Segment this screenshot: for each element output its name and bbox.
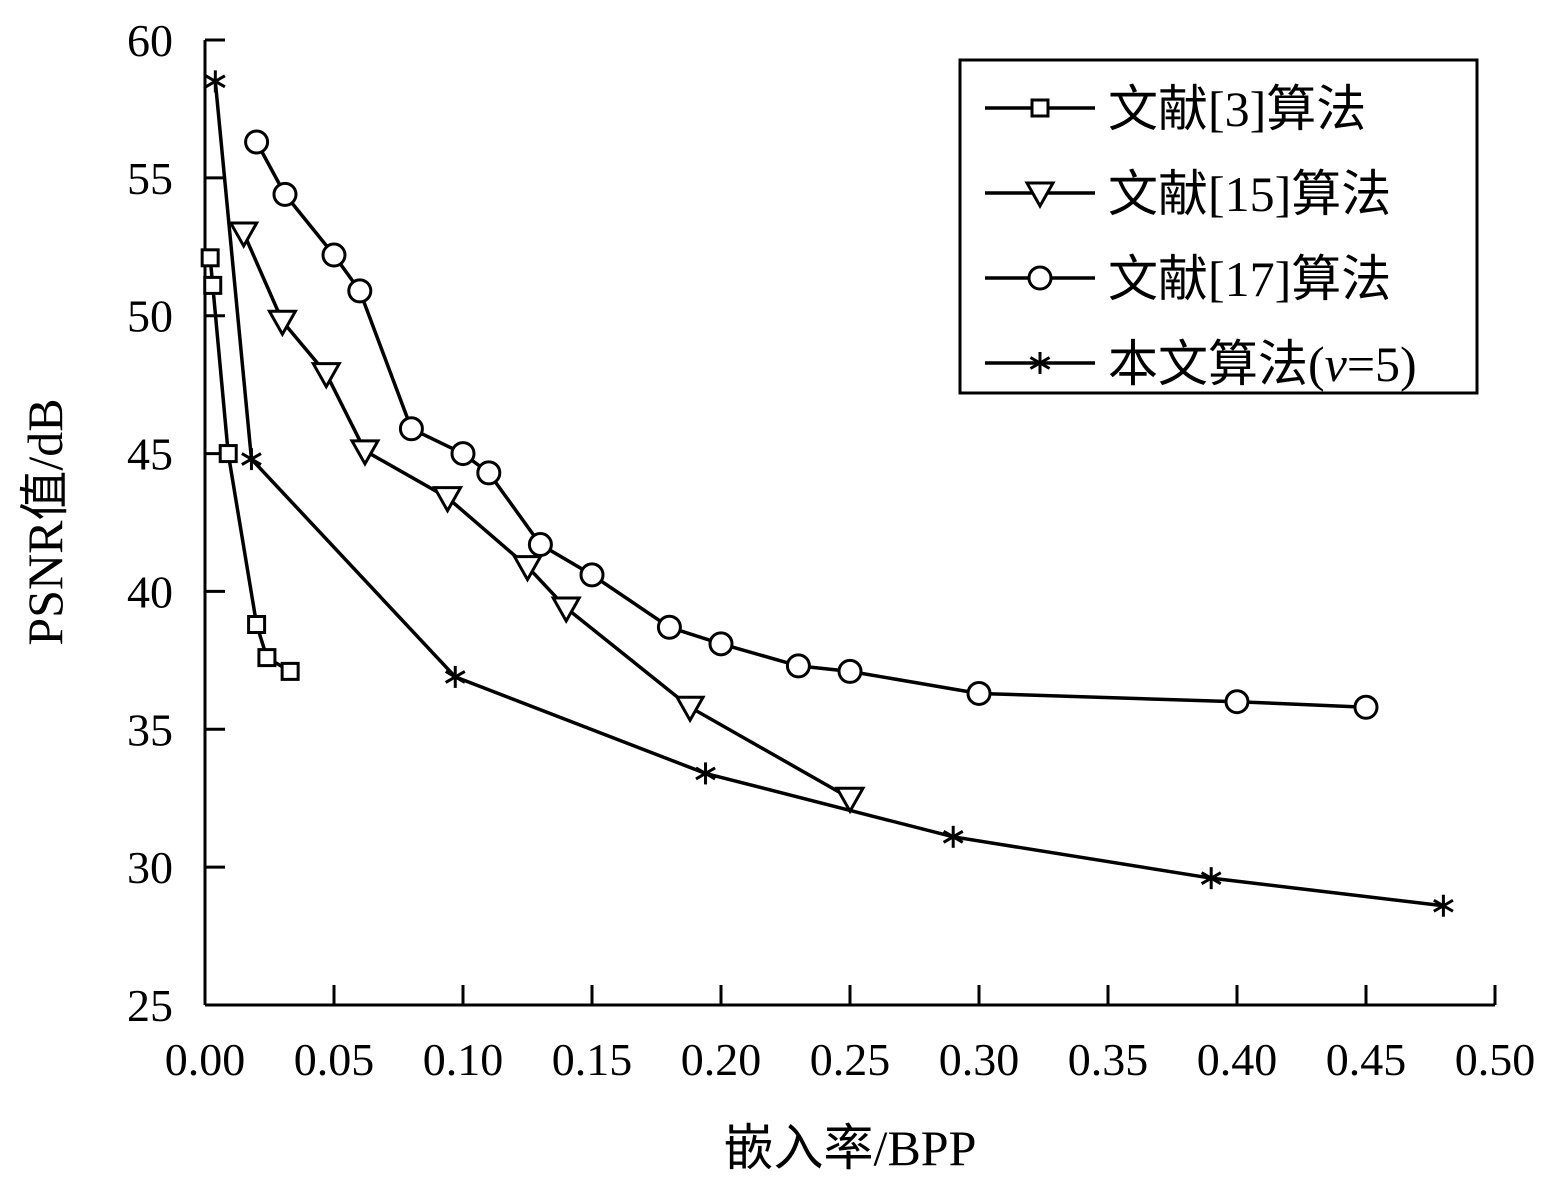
circle-marker	[321, 242, 347, 268]
legend-label: 文献[17]算法	[1108, 251, 1391, 307]
triangle-down-marker	[1024, 181, 1056, 210]
series-0	[200, 248, 300, 681]
circle-marker	[837, 658, 863, 684]
legend-item-0: 文献[3]算法	[985, 81, 1366, 137]
y-tick-label: 60	[127, 15, 173, 66]
square-marker	[1030, 98, 1050, 118]
triangle-down-marker	[310, 362, 342, 390]
circle-marker	[244, 129, 270, 155]
x-axis-label: 嵌入率/BPP	[724, 1120, 977, 1176]
triangle-down-marker	[431, 486, 464, 514]
asterisk-marker	[444, 665, 466, 688]
square-marker	[200, 248, 220, 268]
x-tick-label: 0.25	[810, 1034, 891, 1085]
legend-label: 文献[3]算法	[1108, 81, 1366, 137]
x-tick-label: 0.00	[165, 1034, 246, 1085]
legend-label: 文献[15]算法	[1108, 166, 1391, 222]
asterisk-marker	[695, 762, 716, 785]
circle-marker	[1224, 689, 1250, 715]
series-2	[244, 129, 1379, 720]
legend-label: 本文算法(v=5)	[1108, 336, 1417, 392]
x-tick-label: 0.35	[1068, 1034, 1149, 1085]
circle-marker	[1353, 694, 1379, 720]
circle-marker	[579, 562, 605, 588]
asterisk-marker	[1433, 894, 1454, 917]
asterisk-marker	[241, 448, 262, 471]
y-tick-label: 50	[127, 291, 173, 342]
circle-marker	[272, 181, 298, 207]
circle-marker	[966, 680, 992, 706]
asterisk-marker	[1200, 867, 1222, 890]
x-tick-label: 0.30	[939, 1034, 1020, 1085]
y-tick-label: 30	[127, 842, 173, 893]
circle-marker	[1027, 265, 1053, 291]
circle-marker	[785, 653, 811, 679]
triangle-down-marker	[228, 221, 260, 250]
ticks	[203, 38, 1368, 1007]
y-tick-label: 25	[127, 980, 173, 1031]
triangle-down-marker	[550, 596, 582, 625]
x-tick-label: 0.20	[681, 1034, 762, 1085]
triangle-down-marker	[834, 786, 866, 815]
tick-labels: 0.00 0.05 0.10 0.15 0.20 0.25 0.30 0.35 0.40 0.45…	[127, 15, 1535, 1085]
x-tick-label: 0.50	[1455, 1034, 1536, 1085]
series-layer	[200, 70, 1454, 917]
x-tick-label: 0.15	[552, 1034, 633, 1085]
legend-item-1: 文献[15]算法	[985, 166, 1391, 222]
y-tick-label: 35	[127, 704, 173, 755]
series-line	[255, 141, 1367, 709]
x-tick-label: 0.40	[1197, 1034, 1278, 1085]
circle-marker	[708, 631, 734, 657]
circle-marker	[656, 614, 682, 640]
legend-item-3: 本文算法(v=5)	[985, 336, 1417, 392]
series-3	[205, 70, 1454, 917]
series-1	[228, 221, 866, 815]
square-marker	[247, 615, 267, 635]
triangle-down-marker	[266, 309, 298, 338]
triangle-down-marker	[674, 695, 706, 724]
asterisk-marker	[205, 70, 226, 93]
asterisk-marker	[1029, 352, 1051, 374]
x-tick-label: 0.10	[423, 1034, 504, 1085]
circle-marker	[450, 441, 476, 467]
square-marker	[203, 275, 223, 295]
y-tick-label: 45	[127, 429, 173, 480]
square-marker	[257, 648, 277, 668]
y-tick-label: 40	[127, 566, 173, 617]
circle-marker	[527, 532, 553, 558]
square-marker	[218, 444, 238, 464]
x-tick-label: 0.45	[1326, 1034, 1407, 1085]
y-axis-label: PSNR值/dB	[17, 398, 73, 645]
square-marker	[280, 661, 300, 681]
triangle-down-marker	[511, 555, 544, 583]
legend-item-2: 文献[17]算法	[985, 251, 1391, 307]
asterisk-marker	[942, 825, 964, 848]
circle-marker	[347, 278, 373, 304]
x-tick-label: 0.05	[294, 1034, 375, 1085]
circle-marker	[476, 460, 502, 486]
y-tick-label: 55	[127, 153, 173, 204]
circle-marker	[398, 416, 424, 442]
triangle-down-marker	[349, 439, 381, 467]
